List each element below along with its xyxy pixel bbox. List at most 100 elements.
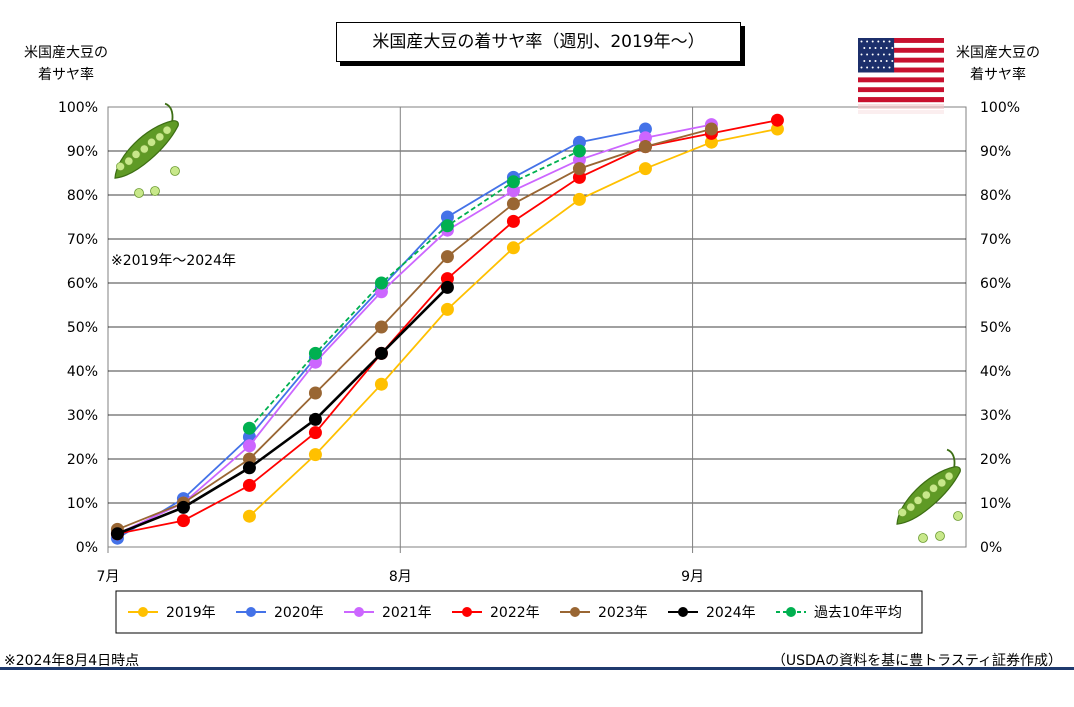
y-tick-label-right: 80% — [980, 188, 1011, 204]
series-7 — [242, 144, 586, 435]
flag-star — [885, 47, 888, 49]
y-tick-label-right: 10% — [980, 496, 1011, 512]
flag-star — [866, 66, 869, 69]
pea-pod-icon — [114, 102, 179, 179]
legend-label: 2022年 — [490, 605, 540, 621]
loose-pea — [918, 533, 928, 543]
source-credit: （USDAの資料を基に豊トラスティ証券作成） — [771, 653, 1062, 669]
legend-marker — [138, 607, 148, 617]
y-tick-label-left: 10% — [67, 496, 98, 512]
flag-stripe — [858, 87, 944, 93]
pea — [944, 471, 954, 481]
x-tick-label: 8月 — [389, 569, 412, 585]
bottom-rule — [0, 667, 1074, 670]
data-point — [242, 421, 256, 435]
loose-pea — [935, 531, 945, 541]
data-point — [638, 140, 652, 154]
data-point — [374, 346, 388, 360]
y-tick-label-right: 0% — [980, 540, 1002, 556]
flag-star — [882, 40, 885, 43]
x-tick-label: 9月 — [681, 569, 704, 585]
flag-star — [888, 40, 891, 43]
flag-star — [888, 66, 891, 69]
flag-star — [874, 60, 877, 62]
loose-pea — [170, 166, 180, 176]
data-point — [308, 448, 322, 462]
flag-star — [877, 53, 880, 56]
data-point — [176, 500, 190, 514]
flag-stripe — [858, 38, 944, 44]
series-6 — [110, 280, 454, 541]
pea — [131, 149, 141, 159]
legend-marker — [246, 607, 256, 617]
flag-star — [866, 53, 869, 56]
flag-star — [877, 40, 880, 43]
data-point — [638, 162, 652, 176]
right-axis-title-line-2: 着サヤ率 — [970, 67, 1026, 83]
flag-stripe — [858, 62, 944, 68]
flag-stripe — [858, 52, 944, 58]
legend-label: 2020年 — [274, 605, 324, 621]
decorations — [114, 38, 963, 543]
legend-label: 過去10年平均 — [814, 605, 902, 621]
y-tick-label-left: 50% — [67, 320, 98, 336]
data-point — [374, 276, 388, 290]
data-point — [176, 514, 190, 528]
flag-stripe — [858, 47, 944, 53]
chart-title: 米国産大豆の着サヤ率（週別、2019年～） — [336, 22, 741, 62]
data-point — [374, 320, 388, 334]
data-point — [572, 162, 586, 176]
flag-reflection — [858, 104, 944, 109]
legend-marker — [678, 607, 688, 617]
data-point — [308, 386, 322, 400]
data-point — [242, 439, 256, 453]
flag-star — [882, 66, 885, 69]
flag-stripe — [858, 67, 944, 73]
flag-stripe — [858, 82, 944, 88]
left-axis-title: 米国産大豆の 着サヤ率 — [18, 42, 114, 86]
pea — [898, 508, 907, 517]
pea — [913, 495, 923, 505]
data-point — [506, 197, 520, 211]
flag-stripe — [858, 42, 944, 49]
data-point — [704, 122, 718, 136]
us-flag-icon — [858, 38, 944, 114]
data-point — [308, 426, 322, 440]
flag-star — [871, 66, 874, 69]
flag-star — [868, 60, 871, 62]
flag-star — [863, 60, 866, 62]
data-point — [572, 144, 586, 158]
legend-label: 2023年 — [598, 605, 648, 621]
flag-reflection — [858, 110, 944, 114]
flag-star — [891, 47, 894, 49]
flag-star — [891, 60, 894, 62]
data-point — [440, 302, 454, 316]
y-tick-label-left: 100% — [58, 100, 98, 116]
series-layer — [110, 113, 784, 545]
legend-marker — [786, 607, 796, 617]
flag-star — [885, 60, 888, 62]
series-line — [117, 123, 712, 535]
x-tick-label: 7月 — [97, 569, 120, 585]
data-point — [506, 175, 520, 189]
series-line — [116, 128, 646, 539]
flag-stripe — [858, 92, 944, 98]
pea — [921, 490, 931, 500]
legend-marker — [462, 607, 472, 617]
flag-star — [880, 47, 883, 49]
y-tick-label-right: 60% — [980, 276, 1011, 292]
data-point — [440, 280, 454, 294]
gridlines — [107, 106, 967, 548]
flag-star — [880, 60, 883, 62]
flag-stripe — [858, 77, 944, 83]
y-tick-label-right: 40% — [980, 364, 1011, 380]
data-point — [110, 527, 124, 541]
pea — [937, 478, 947, 488]
pea — [155, 132, 165, 142]
y-tick-label-left: 80% — [67, 188, 98, 204]
data-point — [308, 412, 322, 426]
data-point — [242, 478, 256, 492]
y-tick-label-right: 50% — [980, 320, 1011, 336]
series-2 — [110, 122, 652, 545]
pea — [929, 483, 938, 493]
